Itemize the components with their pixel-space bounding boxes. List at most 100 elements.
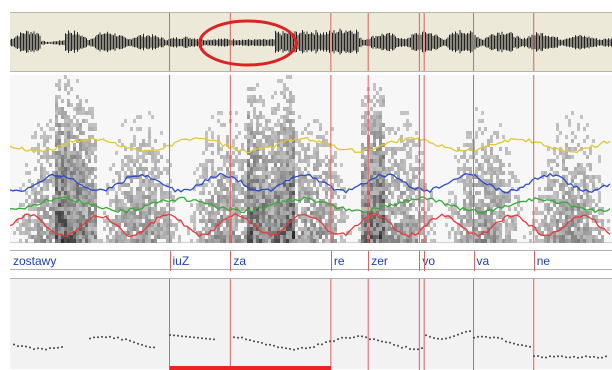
spectrogram-cell	[253, 131, 256, 135]
pitch-point	[197, 336, 199, 339]
spectrogram-cell	[58, 83, 61, 87]
spectrogram-cell	[496, 227, 499, 231]
spectrogram-cell	[199, 235, 202, 239]
spectrogram-cell	[67, 191, 70, 195]
spectrogram-cell	[265, 127, 268, 131]
segment-label[interactable]: re	[333, 254, 345, 268]
spectrogram-cell	[340, 219, 343, 223]
spectrogram-cell	[67, 179, 70, 183]
spectrogram-cell	[535, 211, 538, 215]
segment-label[interactable]: za	[233, 254, 247, 268]
spectrogram-cell	[514, 195, 517, 199]
spectrogram-cell	[169, 239, 172, 243]
spectrogram-cell	[136, 175, 139, 179]
spectrogram-cell	[274, 155, 277, 159]
spectrogram-cell	[244, 207, 247, 211]
spectrogram-cell	[259, 95, 262, 99]
spectrogram-cell	[589, 167, 592, 171]
spectrogram-cell	[388, 215, 391, 219]
spectrogram-cell	[313, 175, 316, 179]
spectrogram-cell	[319, 203, 322, 207]
spectrogram-cell	[277, 135, 280, 139]
spectrogram-cell	[136, 235, 139, 239]
spectrogram-cell	[373, 151, 376, 155]
spectrogram-panel[interactable]	[10, 75, 612, 243]
boundary-line[interactable]	[419, 251, 421, 271]
spectrogram-cell	[574, 227, 577, 231]
spectrogram-cell	[490, 199, 493, 203]
spectrogram-cell	[172, 223, 175, 227]
spectrogram-cell	[250, 223, 253, 227]
spectrogram-cell	[40, 167, 43, 171]
spectrogram-cell	[301, 143, 304, 147]
spectrogram-cell	[586, 135, 589, 139]
spectrogram-cell	[253, 95, 256, 99]
segment-label-tier[interactable]: zostawy iuZ za re zer vo va ne	[10, 250, 612, 271]
spectrogram-cell	[226, 179, 229, 183]
spectrogram-cell	[397, 179, 400, 183]
spectrogram-cell	[538, 211, 541, 215]
spectrogram-cell	[280, 199, 283, 203]
spectrogram-cell	[505, 227, 508, 231]
spectrogram-cell	[403, 231, 406, 235]
spectrogram-cell	[562, 231, 565, 235]
waveform-panel[interactable]	[10, 12, 612, 72]
spectrogram-cell	[232, 187, 235, 191]
segment-label[interactable]: zer	[371, 254, 388, 268]
spectrogram-cell	[304, 127, 307, 131]
segment-label[interactable]: ne	[536, 254, 551, 268]
spectrogram-cell	[244, 231, 247, 235]
spectrogram-cell	[70, 159, 73, 163]
spectrogram-cell	[166, 191, 169, 195]
spectrogram-cell	[256, 239, 259, 243]
segment-label[interactable]: va	[476, 254, 490, 268]
segment-label[interactable]: zostawy	[13, 254, 57, 268]
spectrogram-cell	[370, 239, 373, 243]
spectrogram-cell	[166, 195, 169, 199]
spectrogram-cell	[601, 235, 604, 239]
spectrogram-cell	[145, 187, 148, 191]
spectrogram-cell	[91, 135, 94, 139]
spectrogram-cell	[52, 183, 55, 187]
spectrogram-cell	[280, 155, 283, 159]
spectrogram-cell	[226, 235, 229, 239]
spectrogram-cell	[364, 227, 367, 231]
spectrogram-cell	[406, 123, 409, 127]
spectrogram-cell	[571, 215, 574, 219]
spectrogram-cell	[586, 203, 589, 207]
boundary-line[interactable]	[330, 251, 332, 271]
boundary-line[interactable]	[230, 251, 232, 271]
spectrogram-cell	[304, 239, 307, 243]
pitch-point	[169, 334, 171, 336]
boundary-line[interactable]	[169, 251, 171, 271]
segment-label[interactable]: vo	[422, 254, 436, 268]
spectrogram-cell	[397, 163, 400, 167]
boundary-line[interactable]	[368, 251, 370, 271]
boundary-line[interactable]	[473, 251, 475, 271]
spectrogram-cell	[595, 239, 598, 243]
spectrogram-cell	[574, 219, 577, 223]
spectrogram-cell	[376, 115, 379, 119]
spectrogram-cell	[67, 171, 70, 175]
spectrogram-cell	[373, 163, 376, 167]
boundary-line[interactable]	[533, 251, 535, 271]
spectrogram-cell	[61, 111, 64, 115]
spectrogram-cell	[547, 239, 550, 243]
pitch-point	[345, 336, 347, 339]
pitch-panel[interactable]	[10, 278, 612, 370]
spectrogram-cell	[232, 211, 235, 215]
spectrogram-cell	[70, 187, 73, 191]
spectrogram-cell	[223, 163, 226, 167]
spectrogram-cell	[265, 179, 268, 183]
spectrogram-cell	[148, 203, 151, 207]
spectrogram-cell	[61, 155, 64, 159]
spectrogram-cell	[154, 223, 157, 227]
spectrogram-cell	[37, 239, 40, 243]
spectrogram-cell	[259, 219, 262, 223]
spectrogram-cell	[328, 239, 331, 243]
spectrogram-cell	[256, 115, 259, 119]
segment-label[interactable]: iuZ	[172, 254, 190, 268]
boundary-line[interactable]	[424, 251, 426, 271]
spectrogram-cell	[487, 155, 490, 159]
spectrogram-cell	[265, 175, 268, 179]
